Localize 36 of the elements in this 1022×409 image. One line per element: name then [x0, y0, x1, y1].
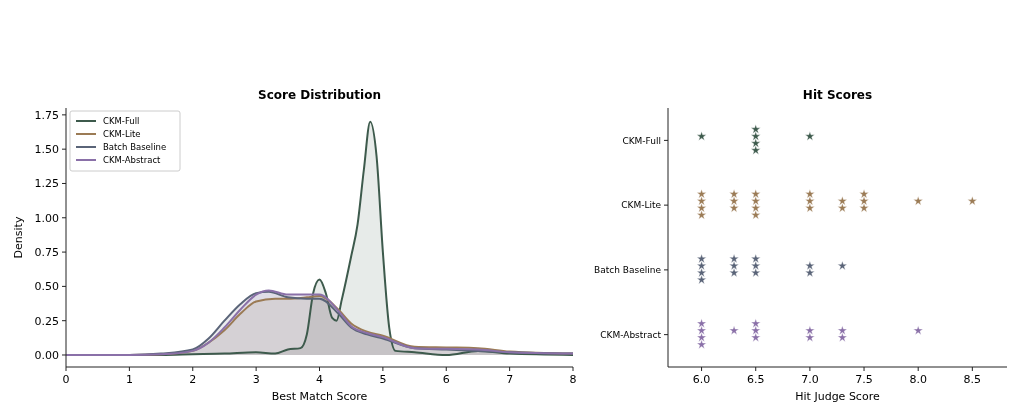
y-tick-label: Batch Baseline	[594, 265, 662, 276]
y-tick-label: 1.00	[34, 211, 59, 225]
x-tick-label: 5	[379, 373, 387, 386]
y-tick-label: CKM-Abstract	[600, 329, 662, 340]
y-tick-label: CKM-Lite	[621, 200, 662, 211]
chart-title: Score Distribution	[258, 88, 381, 102]
y-tick-label: 0.75	[34, 245, 59, 259]
y-tick-label: 1.50	[34, 143, 59, 157]
chart-title: Hit Scores	[802, 88, 873, 102]
x-tick-label: 2	[189, 373, 197, 386]
y-tick-label: 0.50	[34, 280, 59, 294]
x-axis-title: Hit Judge Score	[795, 390, 880, 403]
y-tick-label: 0.25	[34, 314, 59, 328]
x-tick-label: 7.5	[855, 373, 873, 386]
x-tick-label: 6.0	[692, 373, 711, 386]
y-tick-label: 0.00	[34, 348, 59, 362]
legend-label: Batch Baseline	[103, 141, 167, 152]
x-tick-label: 7.0	[801, 373, 819, 386]
x-tick-label: 6	[442, 373, 450, 386]
y-tick-label: CKM-Full	[622, 135, 661, 146]
x-tick-label: 7	[506, 373, 514, 386]
legend-label: CKM-Abstract	[103, 154, 162, 165]
y-axis-title: Density	[12, 216, 25, 259]
legend-label: CKM-Lite	[103, 128, 141, 139]
y-tick-label: 1.25	[34, 177, 59, 191]
x-tick-label: 8	[569, 373, 577, 386]
x-tick-label: 1	[125, 373, 133, 386]
legend-label: CKM-Full	[103, 115, 140, 126]
x-tick-label: 8.0	[909, 373, 927, 386]
x-tick-label: 3	[252, 373, 260, 386]
x-axis-title: Best Match Score	[271, 390, 368, 403]
x-tick-label: 8.5	[963, 373, 982, 386]
x-tick-label: 6.5	[746, 373, 765, 386]
x-tick-label: 4	[316, 373, 323, 386]
y-tick-label: 1.75	[34, 108, 59, 122]
x-tick-label: 0	[62, 373, 70, 386]
